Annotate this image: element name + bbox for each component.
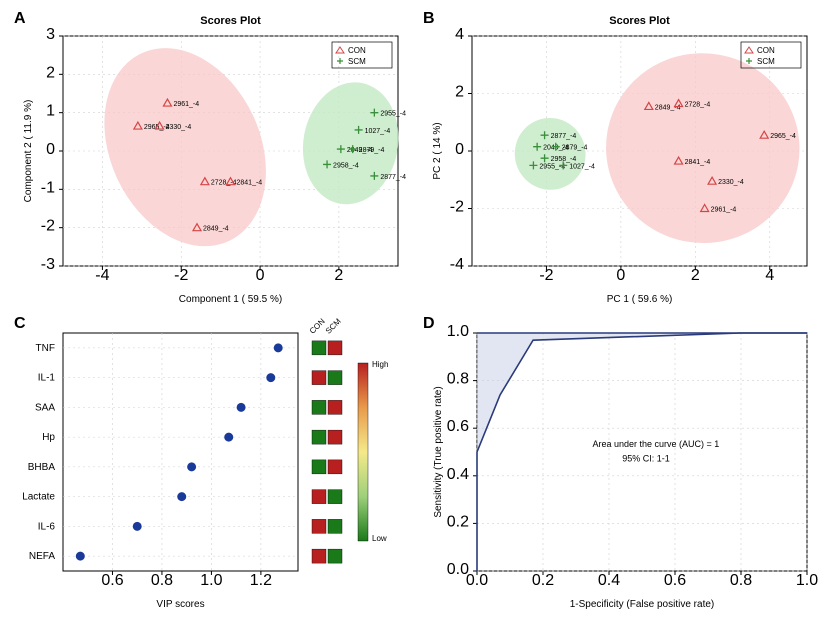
svg-text:2: 2 [334,267,343,284]
svg-text:-2: -2 [450,199,464,216]
svg-text:-2: -2 [41,218,55,235]
panel-c: C 0.6 0.8 1.0 1.2 VIP scores TNF IL-1 SAA Hp BHBA… [8,313,413,614]
svg-text:0.2: 0.2 [447,513,469,530]
svg-text:0: 0 [46,141,55,158]
svg-text:Hp: Hp [42,432,55,443]
svg-text:2849_-4: 2849_-4 [655,104,681,111]
svg-text:2877_-4: 2877_-4 [551,133,577,140]
svg-text:4: 4 [455,26,464,43]
svg-text:CON: CON [348,46,366,55]
svg-text:-1: -1 [41,179,55,196]
roc-plot: 0.0 0.2 0.4 0.6 0.8 1.0 0.0 0.2 0.4 0.6 0.8 1.0 1-Sp… [417,313,822,613]
svg-text:Lactate: Lactate [22,491,55,502]
svg-text:SCM: SCM [348,57,366,66]
svg-text:-4: -4 [95,267,109,284]
svg-text:0.0: 0.0 [466,572,488,589]
svg-text:95% CI: 1-1: 95% CI: 1-1 [622,453,670,463]
svg-text:SAA: SAA [35,402,55,413]
scores-plot-a: Scores Plot -4 -2 0 2 -3 -2 -1 0 1 2 3 Component 1 (… [8,8,413,308]
svg-text:Low: Low [372,534,387,543]
svg-text:2330_-4: 2330_-4 [718,179,744,186]
svg-text:0.6: 0.6 [447,418,469,435]
svg-text:0.4: 0.4 [598,572,620,589]
svg-text:0.6: 0.6 [664,572,686,589]
svg-text:0: 0 [256,267,265,284]
svg-text:NEFA: NEFA [29,551,55,562]
svg-text:IL-6: IL-6 [38,521,56,532]
svg-text:1.0: 1.0 [447,323,469,340]
svg-text:0: 0 [616,267,625,284]
svg-text:2877_-4: 2877_-4 [380,174,406,181]
svg-text:1.0: 1.0 [796,572,818,589]
svg-text:2958_-4: 2958_-4 [333,162,359,169]
svg-text:2961_-4: 2961_-4 [173,101,199,108]
svg-text:0.8: 0.8 [151,572,173,589]
svg-text:IL-1: IL-1 [38,372,56,383]
svg-text:2965_-4: 2965_-4 [770,133,796,140]
scores-plot-b: Scores Plot -2 0 2 4 -4 -2 0 2 4 PC 1 ( 59.6 %) PC … [417,8,822,308]
svg-text:PC 1 ( 59.6 %): PC 1 ( 59.6 %) [607,294,673,305]
svg-text:CON: CON [308,316,327,335]
svg-text:-3: -3 [41,256,55,273]
svg-text:-2: -2 [174,267,188,284]
svg-text:2955_-4: 2955_-4 [380,111,406,118]
svg-text:2: 2 [46,64,55,81]
svg-text:2841_-4: 2841_-4 [685,159,711,166]
svg-text:0.0: 0.0 [447,561,469,578]
vip-plot: 0.6 0.8 1.0 1.2 VIP scores TNF IL-1 SAA Hp BHBA La… [8,313,413,613]
svg-text:0.2: 0.2 [532,572,554,589]
svg-text:3: 3 [46,26,55,43]
svg-text:Scores Plot: Scores Plot [609,15,670,27]
svg-text:CON: CON [757,46,775,55]
svg-text:1027_-4: 1027_-4 [365,128,391,135]
svg-text:2849_-4: 2849_-4 [203,226,229,233]
svg-text:2330_-4: 2330_-4 [166,124,192,131]
svg-text:2841_-4: 2841_-4 [237,180,263,187]
svg-text:2879_-4: 2879_-4 [359,147,385,154]
svg-text:SCM: SCM [324,316,343,335]
panel-a-letter: A [14,10,26,28]
svg-text:0.4: 0.4 [447,465,469,482]
svg-text:BHBA: BHBA [28,461,56,472]
svg-text:-2: -2 [539,267,553,284]
svg-text:0.8: 0.8 [447,370,469,387]
svg-text:Scores Plot: Scores Plot [200,15,261,27]
svg-text:2728_-4: 2728_-4 [685,102,711,109]
svg-text:2955_-4: 2955_-4 [539,163,565,170]
svg-text:SCM: SCM [757,57,775,66]
svg-text:1-Specificity (False positive: 1-Specificity (False positive rate) [570,599,715,610]
svg-text:PC 2 ( 14 %): PC 2 ( 14 %) [432,122,443,179]
panel-d-letter: D [423,315,435,333]
svg-text:High: High [372,360,388,369]
svg-text:0.8: 0.8 [730,572,752,589]
svg-text:2879_-4: 2879_-4 [562,145,588,152]
svg-text:TNF: TNF [36,342,55,353]
svg-text:2961_-4: 2961_-4 [711,207,737,214]
svg-text:2: 2 [455,84,464,101]
svg-text:Area under the curve (AUC) = 1: Area under the curve (AUC) = 1 [593,439,720,449]
svg-text:1: 1 [46,103,55,120]
svg-text:1.0: 1.0 [200,572,222,589]
panel-b: B Scores Plot -2 0 2 4 -4 -2 0 2 4 PC 1 ( 59.6 %) P… [417,8,822,309]
panel-c-letter: C [14,315,26,333]
panel-d: D 0.0 0.2 0.4 0.6 0.8 1.0 0.0 0.2 0.4 0.6 0.8 1.0 1-… [417,313,822,614]
svg-text:-4: -4 [450,256,464,273]
svg-text:VIP scores: VIP scores [156,599,204,610]
svg-text:0.6: 0.6 [101,572,123,589]
svg-text:4: 4 [765,267,774,284]
svg-text:Sensitivity (True positive rat: Sensitivity (True positive rate) [433,386,444,517]
panel-b-letter: B [423,10,435,28]
panel-a: A Scores Plot -4 -2 0 2 -3 -2 -1 0 1 2 3 Component 1… [8,8,413,309]
svg-text:1027_-4: 1027_-4 [569,163,595,170]
svg-text:0: 0 [455,141,464,158]
svg-text:Component 1 ( 59.5 %): Component 1 ( 59.5 %) [179,294,282,305]
svg-text:2: 2 [691,267,700,284]
svg-text:1.2: 1.2 [250,572,272,589]
svg-text:Component 2 ( 11.9 %): Component 2 ( 11.9 %) [23,100,34,203]
